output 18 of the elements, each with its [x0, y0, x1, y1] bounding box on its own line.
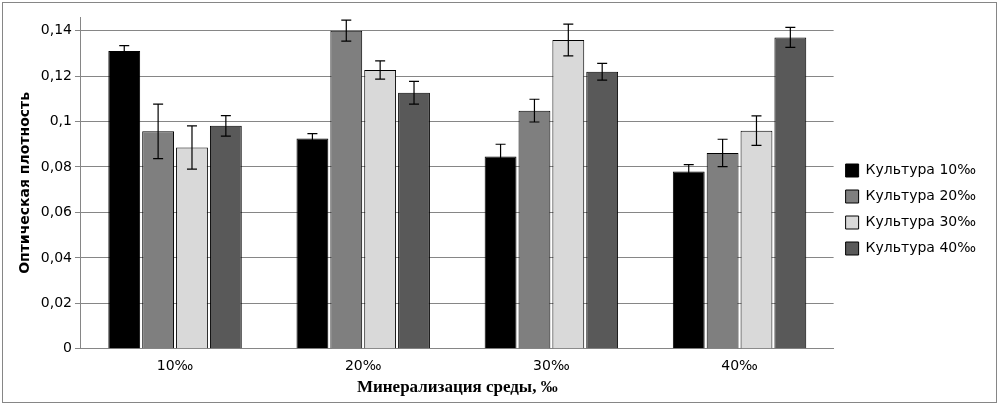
x-tick-label: 40‰	[721, 356, 759, 373]
y-tick-label: 0	[63, 339, 72, 356]
y-tick-label: 0,14	[40, 21, 73, 38]
legend-label: Культура 30‰	[865, 213, 977, 230]
y-tick-label: 0,04	[40, 248, 73, 265]
y-tick-label: 0,02	[40, 293, 72, 310]
y-tick-label: 0,12	[40, 66, 72, 83]
x-axis-title: Минерализация среды, ‰	[356, 377, 558, 397]
y-axis-title: Оптическая плотность	[16, 91, 33, 274]
x-tick-label: 20‰	[344, 356, 382, 373]
y-tick-label: 0,06	[40, 203, 73, 220]
legend-label: Культура 40‰	[865, 239, 977, 256]
x-tick-label: 10‰	[156, 356, 194, 373]
x-tick-label: 30‰	[533, 356, 570, 373]
legend-label: Культура 20‰	[865, 187, 977, 204]
legend-label: Культура 10‰	[865, 161, 977, 178]
y-tick-label: 0,1	[49, 112, 72, 129]
y-tick-label: 0,08	[40, 157, 72, 174]
